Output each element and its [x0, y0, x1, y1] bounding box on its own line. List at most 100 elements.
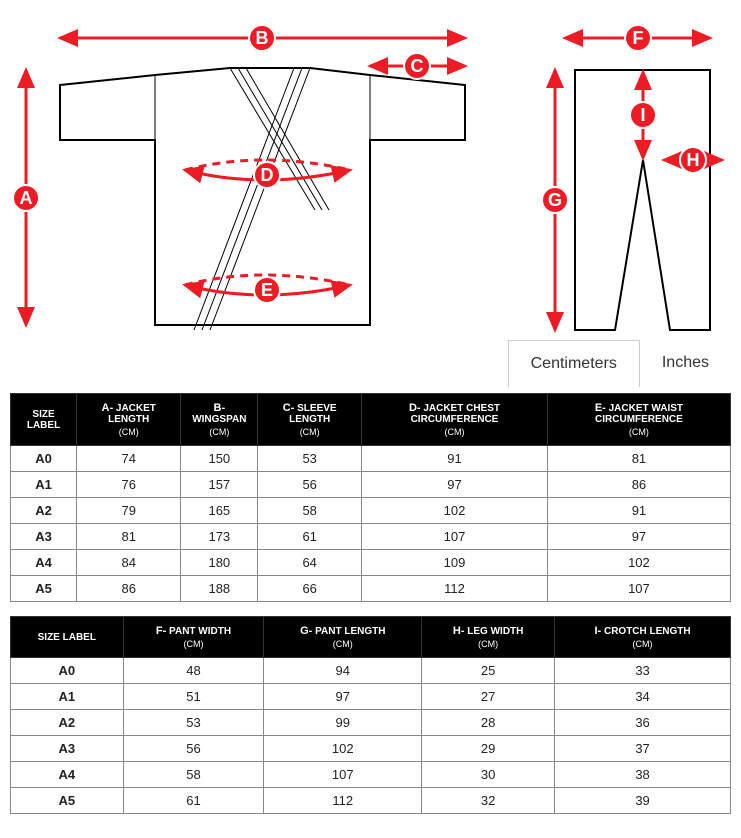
col-size: SIZE LABEL — [11, 394, 77, 446]
value-cell: 25 — [422, 658, 555, 684]
size-label-cell: A2 — [11, 498, 77, 524]
svg-text:A: A — [20, 188, 33, 208]
value-cell: 28 — [422, 710, 555, 736]
col-A: A- JACKET LENGTH(CM) — [77, 394, 181, 446]
table-row: A2791655810291 — [11, 498, 731, 524]
value-cell: 91 — [362, 446, 548, 472]
value-cell: 39 — [555, 788, 731, 814]
value-cell: 107 — [362, 524, 548, 550]
value-cell: 102 — [547, 550, 730, 576]
col-E: E- JACKET WAIST CIRCUMFERENCE(CM) — [547, 394, 730, 446]
value-cell: 91 — [547, 498, 730, 524]
col-G: G- PANT LENGTH(CM) — [264, 617, 422, 658]
jacket-size-table: SIZE LABEL A- JACKET LENGTH(CM) B- WINGS… — [10, 393, 731, 602]
value-cell: 32 — [422, 788, 555, 814]
size-label-cell: A4 — [11, 762, 124, 788]
value-cell: 86 — [77, 576, 181, 602]
value-cell: 102 — [264, 736, 422, 762]
value-cell: 64 — [258, 550, 362, 576]
size-label-cell: A3 — [11, 736, 124, 762]
svg-text:D: D — [261, 165, 274, 185]
size-label-cell: A1 — [11, 684, 124, 710]
col-I: I- CROTCH LENGTH(CM) — [555, 617, 731, 658]
value-cell: 99 — [264, 710, 422, 736]
value-cell: 29 — [422, 736, 555, 762]
size-diagram-svg: B F C A D E G I H — [10, 10, 731, 340]
table-row: A151972734 — [11, 684, 731, 710]
table-row: A5611123239 — [11, 788, 731, 814]
table-row: A3811736110797 — [11, 524, 731, 550]
value-cell: 30 — [422, 762, 555, 788]
col-H: H- LEG WIDTH(CM) — [422, 617, 555, 658]
value-cell: 97 — [264, 684, 422, 710]
value-cell: 107 — [547, 576, 730, 602]
value-cell: 97 — [547, 524, 730, 550]
value-cell: 165 — [181, 498, 258, 524]
size-label-cell: A3 — [11, 524, 77, 550]
value-cell: 102 — [362, 498, 548, 524]
table-row: A253992836 — [11, 710, 731, 736]
value-cell: 81 — [547, 446, 730, 472]
table-row: A176157569786 — [11, 472, 731, 498]
table-row: A048942533 — [11, 658, 731, 684]
size-label-cell: A5 — [11, 788, 124, 814]
table-row: A074150539181 — [11, 446, 731, 472]
value-cell: 53 — [123, 710, 264, 736]
value-cell: 37 — [555, 736, 731, 762]
value-cell: 74 — [77, 446, 181, 472]
size-label-cell: A2 — [11, 710, 124, 736]
value-cell: 84 — [77, 550, 181, 576]
value-cell: 81 — [77, 524, 181, 550]
value-cell: 48 — [123, 658, 264, 684]
table-row: A48418064109102 — [11, 550, 731, 576]
value-cell: 53 — [258, 446, 362, 472]
value-cell: 86 — [547, 472, 730, 498]
size-label-cell: A1 — [11, 472, 77, 498]
value-cell: 61 — [123, 788, 264, 814]
value-cell: 58 — [258, 498, 362, 524]
value-cell: 173 — [181, 524, 258, 550]
svg-text:I: I — [640, 105, 645, 125]
svg-text:H: H — [687, 150, 700, 170]
value-cell: 112 — [264, 788, 422, 814]
col-size2: SIZE LABEL — [11, 617, 124, 658]
value-cell: 33 — [555, 658, 731, 684]
col-D: D- JACKET CHEST CIRCUMFERENCE(CM) — [362, 394, 548, 446]
unit-tabs: Centimeters Inches — [10, 340, 731, 387]
size-label-cell: A0 — [11, 446, 77, 472]
svg-text:C: C — [411, 56, 424, 76]
value-cell: 150 — [181, 446, 258, 472]
svg-text:F: F — [633, 28, 644, 48]
svg-text:E: E — [261, 280, 273, 300]
pant-size-table: SIZE LABEL F- PANT WIDTH(CM) G- PANT LEN… — [10, 616, 731, 814]
value-cell: 79 — [77, 498, 181, 524]
value-cell: 157 — [181, 472, 258, 498]
table-row: A4581073038 — [11, 762, 731, 788]
value-cell: 56 — [123, 736, 264, 762]
size-label-cell: A0 — [11, 658, 124, 684]
value-cell: 27 — [422, 684, 555, 710]
col-C: C- SLEEVE LENGTH(CM) — [258, 394, 362, 446]
tab-centimeters[interactable]: Centimeters — [508, 340, 640, 387]
value-cell: 58 — [123, 762, 264, 788]
value-cell: 97 — [362, 472, 548, 498]
value-cell: 51 — [123, 684, 264, 710]
value-cell: 76 — [77, 472, 181, 498]
value-cell: 180 — [181, 550, 258, 576]
table-row: A58618866112107 — [11, 576, 731, 602]
value-cell: 109 — [362, 550, 548, 576]
value-cell: 112 — [362, 576, 548, 602]
col-F: F- PANT WIDTH(CM) — [123, 617, 264, 658]
value-cell: 66 — [258, 576, 362, 602]
size-label-cell: A4 — [11, 550, 77, 576]
svg-text:B: B — [256, 28, 269, 48]
tab-inches[interactable]: Inches — [640, 340, 731, 387]
table-row: A3561022937 — [11, 736, 731, 762]
value-cell: 56 — [258, 472, 362, 498]
svg-text:G: G — [548, 190, 562, 210]
value-cell: 36 — [555, 710, 731, 736]
value-cell: 107 — [264, 762, 422, 788]
value-cell: 61 — [258, 524, 362, 550]
value-cell: 94 — [264, 658, 422, 684]
value-cell: 188 — [181, 576, 258, 602]
